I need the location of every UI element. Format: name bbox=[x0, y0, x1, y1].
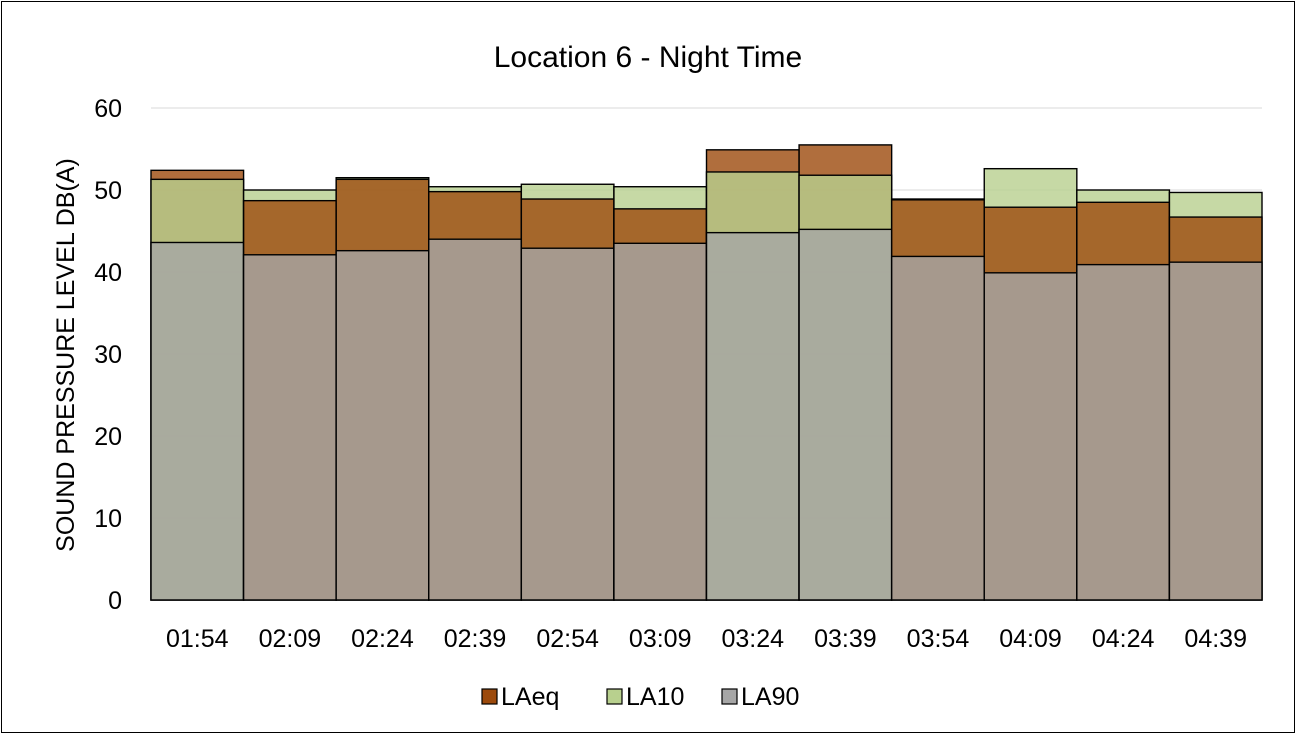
y-tick-label-0: 0 bbox=[108, 587, 122, 615]
x-tick-label-0: 01:54 bbox=[166, 625, 229, 653]
x-tick-label-4: 02:54 bbox=[536, 625, 599, 653]
bar-la90-11 bbox=[1168, 261, 1263, 601]
x-tick-label-11: 04:39 bbox=[1184, 625, 1247, 653]
bar-la90-7 bbox=[798, 228, 893, 601]
y-tick-label-4: 40 bbox=[94, 259, 122, 287]
y-tick-label-1: 10 bbox=[94, 505, 122, 533]
legend-swatch-laeq bbox=[481, 688, 498, 705]
y-tick-label-6: 60 bbox=[94, 95, 122, 123]
x-tick-label-8: 03:54 bbox=[907, 625, 970, 653]
legend-swatch-la10 bbox=[606, 688, 623, 705]
x-tick-label-6: 03:24 bbox=[722, 625, 785, 653]
bar-la90-3 bbox=[428, 238, 523, 601]
bar-la90-6 bbox=[705, 231, 800, 601]
legend-label-la90: LA90 bbox=[741, 683, 799, 711]
x-tick-label-1: 02:09 bbox=[259, 625, 322, 653]
x-tick-label-9: 04:09 bbox=[999, 625, 1062, 653]
legend-label-laeq: LAeq bbox=[501, 683, 559, 711]
y-axis-title: SOUND PRESSURE LEVEL DB(A) bbox=[52, 158, 80, 552]
bar-la90-10 bbox=[1076, 263, 1171, 601]
bar-la90-5 bbox=[613, 242, 708, 601]
x-tick-label-2: 02:24 bbox=[351, 625, 414, 653]
bar-la90-2 bbox=[335, 249, 430, 601]
x-tick-label-3: 02:39 bbox=[444, 625, 507, 653]
y-tick-label-5: 50 bbox=[94, 177, 122, 205]
y-tick-labels: 0 10 20 30 40 50 60 bbox=[94, 95, 122, 615]
legend-label-la10: LA10 bbox=[626, 683, 684, 711]
x-tick-label-5: 03:09 bbox=[629, 625, 692, 653]
x-tick-label-10: 04:24 bbox=[1092, 625, 1155, 653]
chart-title: Location 6 - Night Time bbox=[494, 41, 802, 74]
legend-swatch-la90 bbox=[721, 688, 738, 705]
bar-la90-1 bbox=[242, 254, 337, 601]
bar-la90-4 bbox=[520, 247, 615, 601]
y-tick-label-3: 30 bbox=[94, 341, 122, 369]
bar-la90-0 bbox=[150, 241, 245, 601]
legend: LAeq LA10 LA90 bbox=[481, 683, 799, 711]
x-tick-labels: 01:54 02:09 02:24 02:39 02:54 03:09 03:24 03:39… bbox=[166, 625, 1247, 653]
bar-la90-9 bbox=[983, 272, 1078, 601]
bars bbox=[150, 144, 1263, 601]
x-tick-label-7: 03:39 bbox=[814, 625, 877, 653]
bar-la90-8 bbox=[890, 255, 985, 601]
y-tick-label-2: 20 bbox=[94, 423, 122, 451]
